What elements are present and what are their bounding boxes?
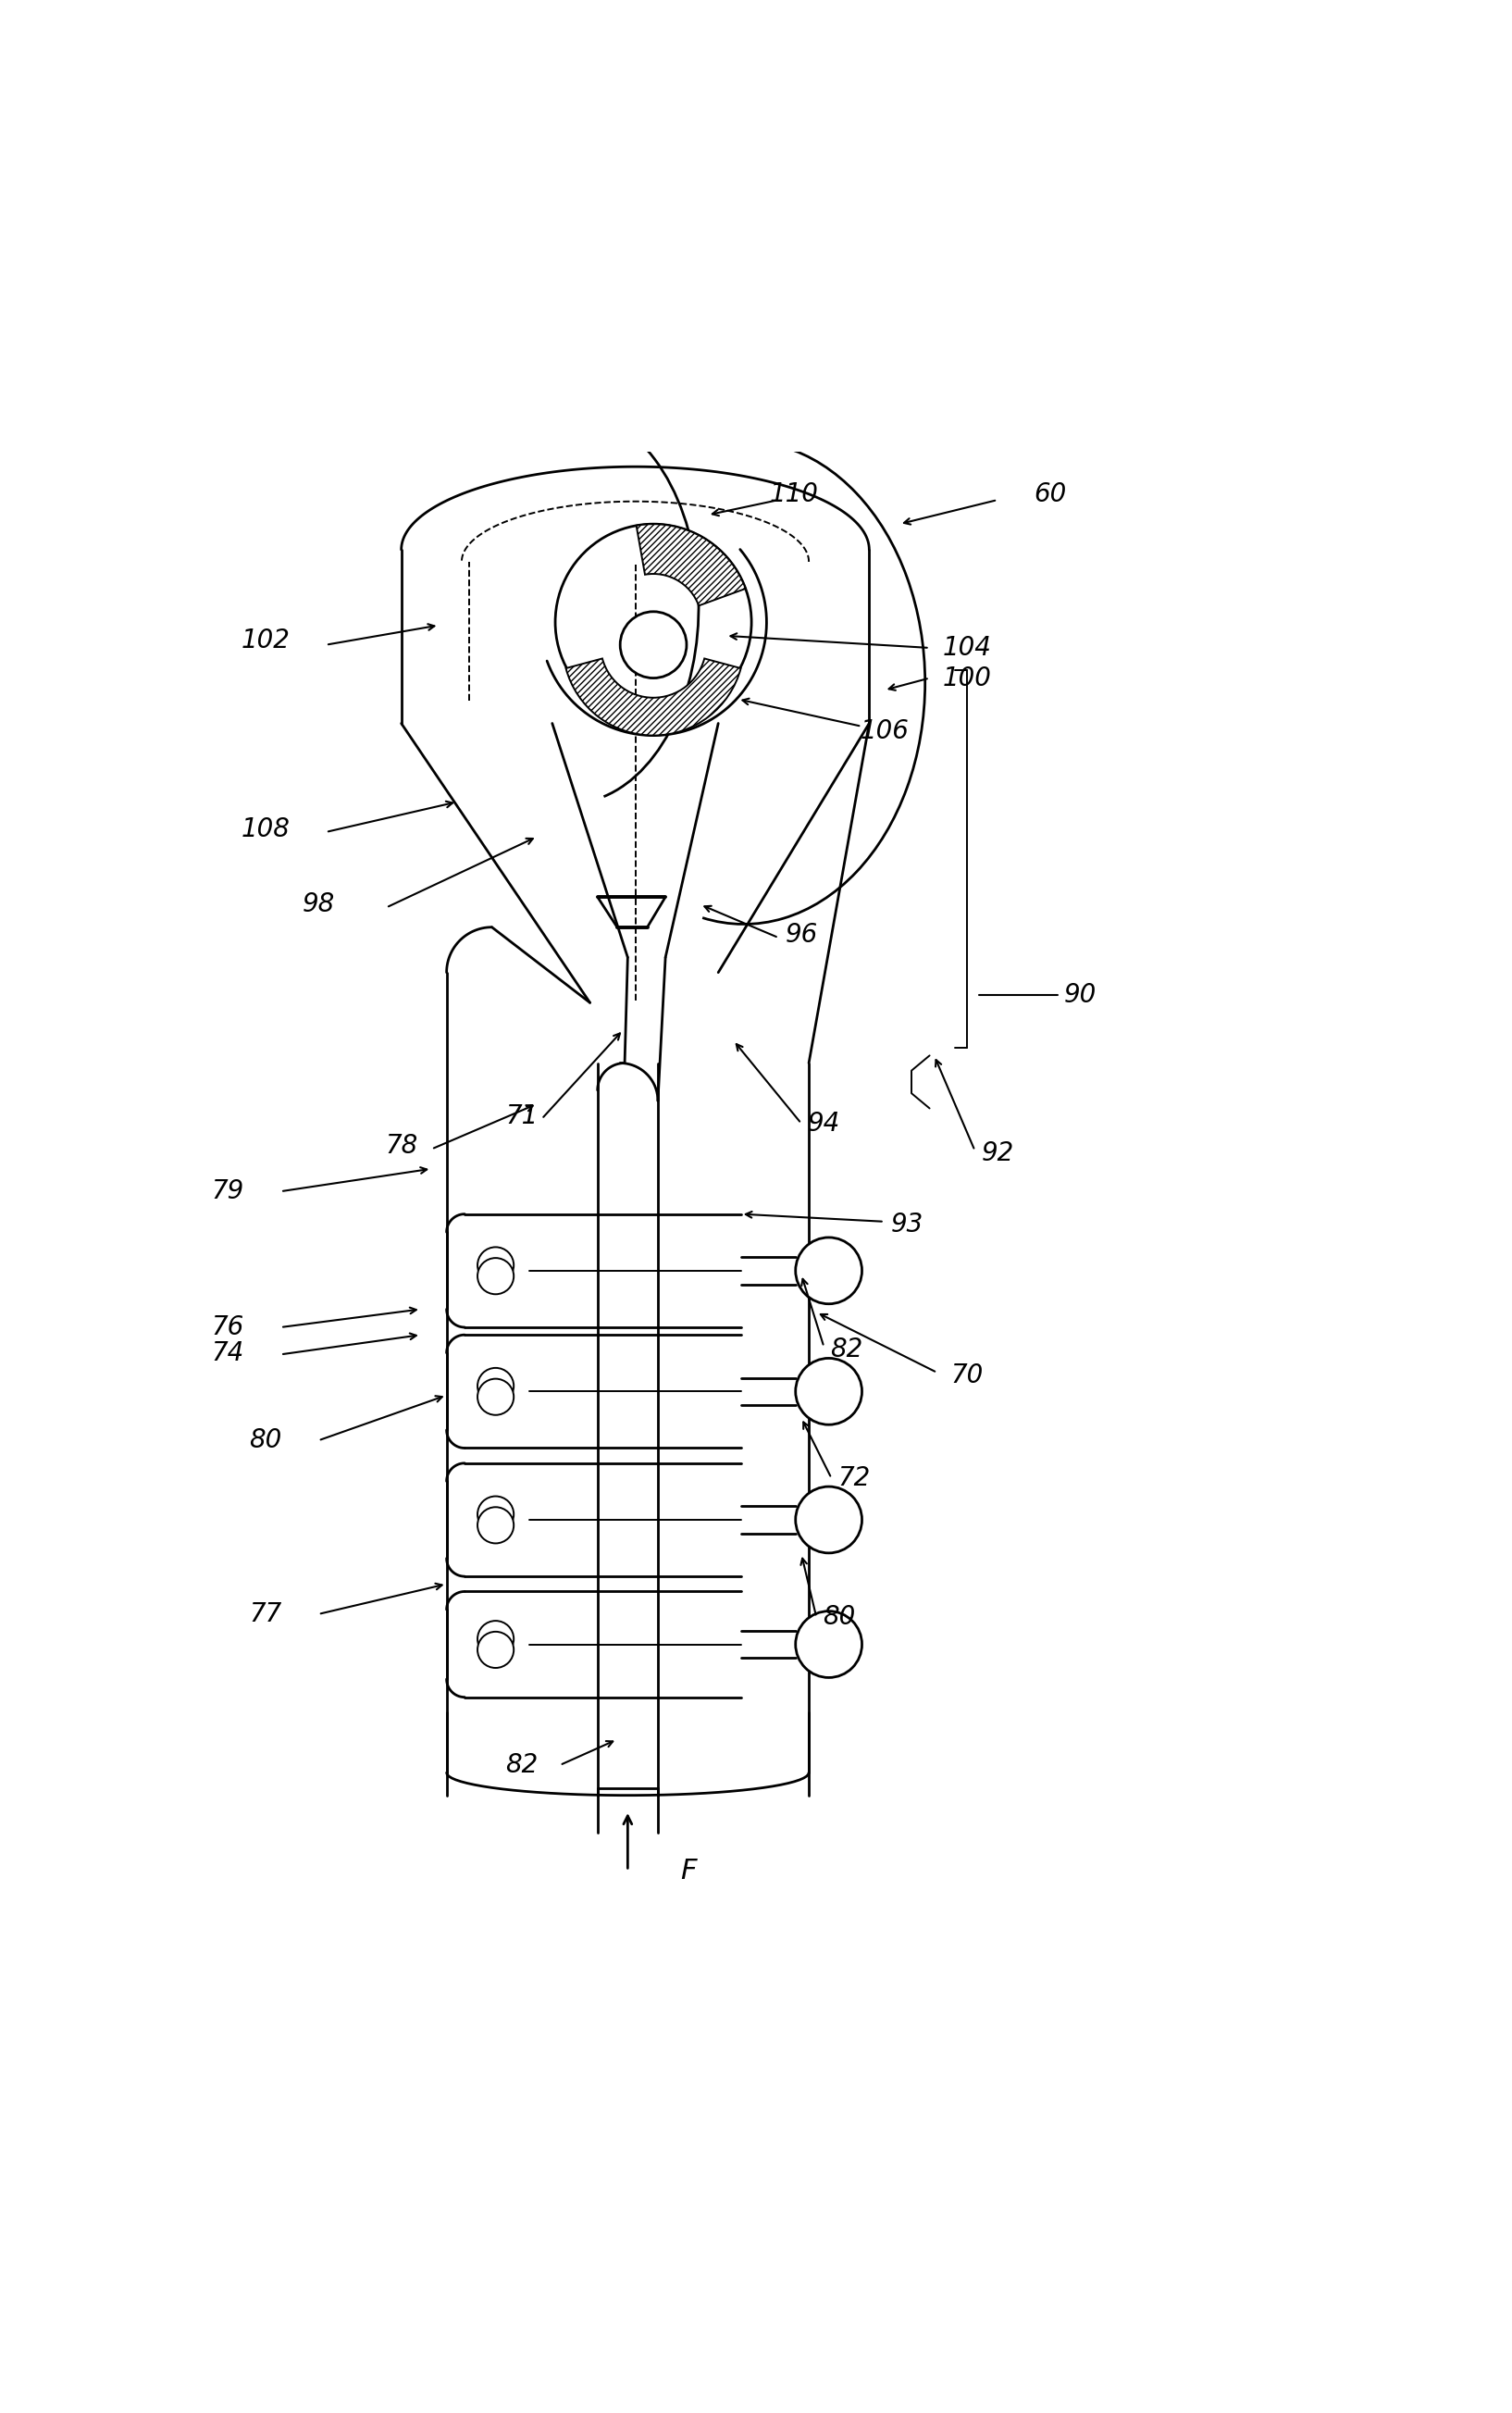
- Text: 110: 110: [770, 480, 818, 507]
- Text: 80: 80: [249, 1428, 281, 1453]
- Text: 80: 80: [823, 1605, 856, 1631]
- Text: 72: 72: [838, 1465, 871, 1491]
- Text: 96: 96: [785, 922, 818, 948]
- Text: 93: 93: [891, 1211, 924, 1238]
- Text: F: F: [680, 1858, 696, 1885]
- Text: 76: 76: [212, 1315, 243, 1339]
- Text: 90: 90: [1064, 982, 1096, 1009]
- Circle shape: [478, 1508, 514, 1544]
- Circle shape: [478, 1622, 514, 1658]
- Circle shape: [478, 1378, 514, 1414]
- Text: 70: 70: [951, 1363, 984, 1387]
- Circle shape: [620, 610, 686, 678]
- Text: 102: 102: [240, 627, 290, 654]
- Circle shape: [795, 1612, 862, 1677]
- Text: 100: 100: [943, 666, 992, 690]
- Text: 94: 94: [807, 1110, 841, 1137]
- Text: 106: 106: [860, 719, 909, 743]
- Text: 60: 60: [1034, 480, 1066, 507]
- Text: 108: 108: [240, 816, 290, 842]
- Text: 71: 71: [505, 1103, 538, 1129]
- Wedge shape: [637, 524, 745, 606]
- Circle shape: [795, 1486, 862, 1554]
- Text: 78: 78: [386, 1134, 417, 1158]
- Text: 104: 104: [943, 635, 992, 661]
- Text: 79: 79: [212, 1178, 243, 1204]
- Circle shape: [478, 1496, 514, 1532]
- Circle shape: [795, 1238, 862, 1303]
- Text: 92: 92: [981, 1141, 1015, 1165]
- Text: 98: 98: [302, 890, 334, 917]
- Text: 74: 74: [212, 1339, 243, 1366]
- Text: 82: 82: [505, 1752, 538, 1778]
- Circle shape: [478, 1248, 514, 1284]
- Text: 82: 82: [830, 1337, 863, 1363]
- Circle shape: [478, 1368, 514, 1404]
- Text: 77: 77: [249, 1602, 281, 1626]
- Circle shape: [478, 1631, 514, 1667]
- Circle shape: [795, 1359, 862, 1424]
- Wedge shape: [565, 659, 741, 736]
- Circle shape: [478, 1257, 514, 1293]
